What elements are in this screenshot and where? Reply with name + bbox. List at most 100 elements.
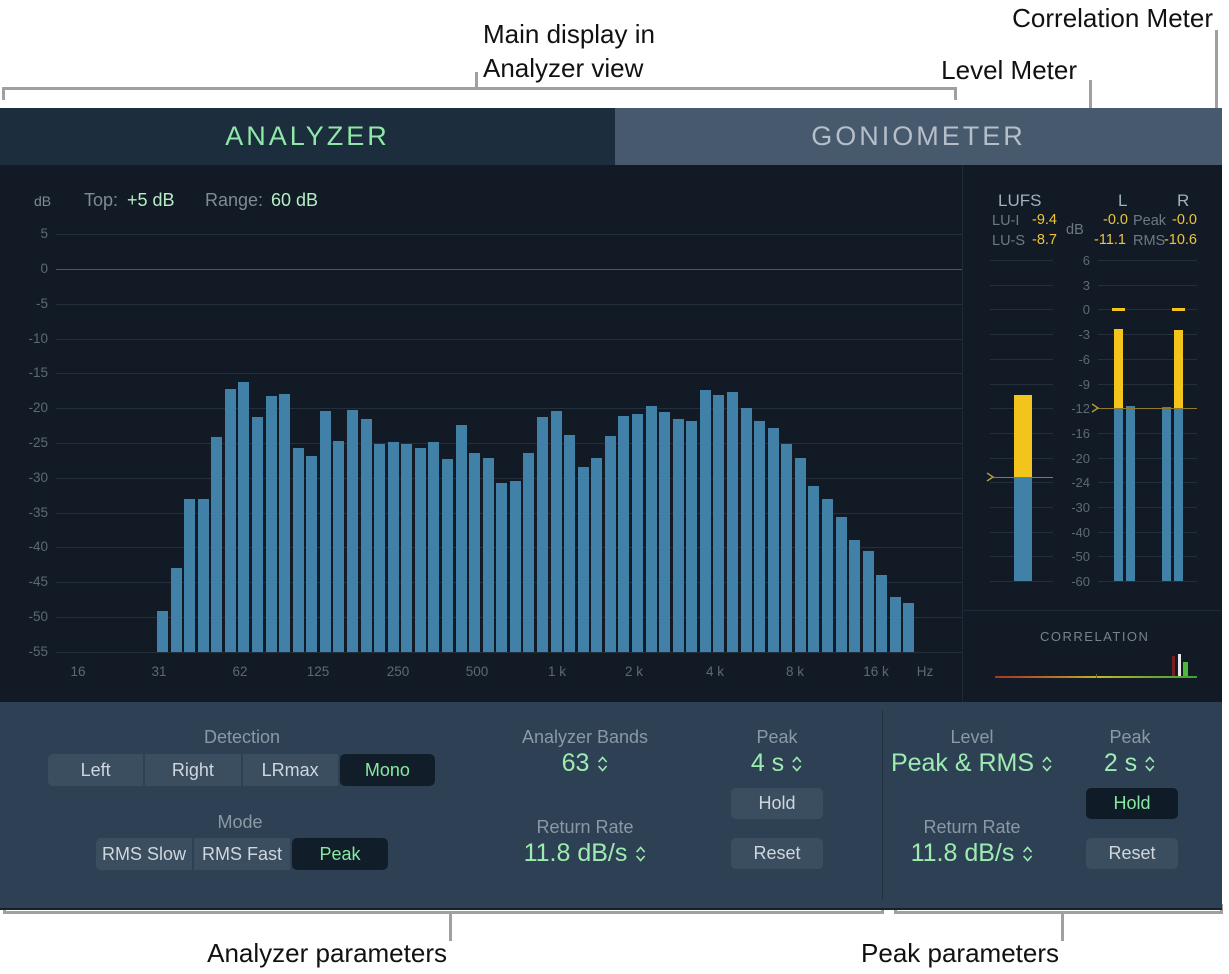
detection-lrmax-button[interactable]: LRmax: [242, 754, 338, 786]
spectrum-bar: [211, 436, 223, 652]
analyzer-gridline: [56, 617, 962, 618]
spectrum-bar: [632, 413, 643, 652]
meter-gridline: [1098, 358, 1197, 360]
peak-reset-button[interactable]: Reset: [1086, 838, 1178, 869]
bracket-peak-params: [894, 911, 1223, 914]
peak-return-rate-stepper[interactable]: 11.8 dB/s: [911, 839, 1034, 868]
lufs-threshold-line[interactable]: [992, 477, 1053, 479]
db-unit-label: dB: [34, 193, 52, 209]
spectrum-bar: [496, 482, 508, 652]
bracket-main-display-left-tick: [2, 87, 5, 100]
peak-hold-button[interactable]: Hold: [1086, 788, 1178, 819]
stepper-icon: [1145, 755, 1155, 772]
spectrum-bar: [252, 416, 263, 652]
spectrum-bar: [224, 389, 236, 652]
level-mode-value: Peak & RMS: [890, 749, 1035, 777]
stepper-icon: [792, 755, 802, 772]
correlation-center-tick: [1096, 674, 1097, 678]
meter-db-tick: -40: [1071, 524, 1090, 540]
detection-mono-button[interactable]: Mono: [339, 754, 435, 786]
stepper-icon: [1042, 755, 1052, 772]
analyzer-peak-value: 4 s: [750, 749, 785, 777]
analyzer-reset-button[interactable]: Reset: [731, 838, 823, 869]
level-threshold-line[interactable]: [1098, 408, 1197, 410]
mode-rms-fast-button[interactable]: RMS Fast: [194, 838, 290, 870]
lufs-short-label: LU-S: [992, 233, 1026, 249]
analyzer-return-rate-stepper[interactable]: 11.8 dB/s: [524, 839, 647, 868]
detection-right-button[interactable]: Right: [145, 754, 241, 786]
spectrum-bar: [889, 596, 901, 652]
spectrum-bar: [509, 480, 521, 652]
analyzer-y-tick: -20: [28, 400, 48, 416]
spectrum-bar: [577, 466, 589, 652]
analyzer-peak-label: Peak: [756, 727, 798, 747]
l-peak-bar: [1114, 408, 1123, 582]
analyzer-y-tick: -35: [28, 504, 48, 520]
analyzer-gridline: [56, 234, 962, 236]
analyzer-gridline: [56, 373, 962, 375]
analyzer-peak-stepper[interactable]: 4 s: [751, 749, 803, 778]
lufs-threshold-arrow[interactable]: [986, 472, 996, 482]
top-label: Top:: [84, 190, 119, 210]
spectrum-bar: [401, 444, 413, 652]
tab-analyzer[interactable]: ANALYZER: [0, 108, 615, 165]
l-rms-value: -11.1: [1094, 232, 1126, 248]
spectrum-bar: [591, 457, 603, 652]
top-value[interactable]: +5 dB: [127, 190, 175, 210]
spectrum-bar: [550, 411, 562, 652]
spectrum-bar: [157, 611, 168, 652]
spectrum-bar: [808, 485, 820, 652]
meter-gridline: [1098, 432, 1197, 434]
tab-goniometer[interactable]: GONIOMETER: [615, 108, 1222, 165]
detection-left-button[interactable]: Left: [48, 754, 144, 786]
meter-gridline: [1098, 581, 1197, 583]
frequency-tick: 1 k: [547, 664, 567, 679]
level-threshold-arrow[interactable]: [1091, 403, 1101, 413]
meter-gridline: [990, 284, 1053, 286]
meter-db-tick: -24: [1071, 475, 1090, 491]
l-peak-value: -0.0: [1103, 212, 1128, 228]
bracket-main-display: [2, 87, 957, 90]
analyzer-bands-label: Analyzer Bands: [521, 727, 649, 747]
meter-db-tick: -9: [1078, 376, 1090, 392]
analyzer-hold-button[interactable]: Hold: [731, 788, 823, 819]
meter-gridline: [990, 309, 1053, 311]
frequency-tick: Hz: [916, 664, 934, 679]
spectrum-bar: [360, 419, 372, 652]
spectrum-bar: [618, 415, 630, 652]
meter-db-tick: -60: [1071, 574, 1090, 590]
spectrum-bar: [523, 452, 535, 652]
spectrum-bar: [306, 455, 318, 652]
rms-row-label: RMS: [1133, 233, 1166, 249]
range-value[interactable]: 60 dB: [271, 190, 319, 210]
section-divider: [882, 710, 883, 900]
meter-gridline: [1098, 260, 1197, 261]
analyzer-y-tick: -40: [28, 539, 48, 555]
meter-gridline: [990, 581, 1053, 583]
meter-gridline: [1098, 309, 1197, 311]
r-rms-value: -10.6: [1163, 232, 1197, 248]
mode-peak-button[interactable]: Peak: [292, 838, 388, 870]
mode-rms-slow-button[interactable]: RMS Slow: [96, 838, 192, 870]
mode-control: RMS Slow RMS Fast Peak: [96, 838, 388, 870]
lufs-header: LUFS: [998, 191, 1042, 210]
callout-peak-parameters: Peak parameters: [861, 938, 1059, 968]
analyzer-bands-stepper[interactable]: 63: [562, 749, 609, 778]
spectrum-bar: [726, 391, 738, 652]
meter-db-tick: -16: [1071, 425, 1090, 441]
spectrum-bar: [754, 421, 766, 652]
analyzer-gridline: [56, 303, 962, 305]
spectrum-bar: [862, 550, 874, 652]
frequency-tick: 62: [232, 664, 248, 679]
meter-gridline: [1098, 482, 1197, 484]
analyzer-bands-value: 63: [561, 749, 590, 777]
meter-db-tick: -20: [1071, 450, 1090, 466]
meter-gridline: [990, 358, 1053, 360]
peak-peak-stepper[interactable]: 2 s: [1104, 749, 1156, 778]
frequency-tick: 500: [465, 664, 489, 679]
stepper-icon: [1022, 845, 1032, 862]
analyzer-y-tick: -50: [28, 609, 48, 624]
spectrum-bar: [686, 420, 698, 652]
level-mode-stepper[interactable]: Peak & RMS: [891, 749, 1053, 778]
meter-db-label: dB: [1066, 222, 1084, 238]
